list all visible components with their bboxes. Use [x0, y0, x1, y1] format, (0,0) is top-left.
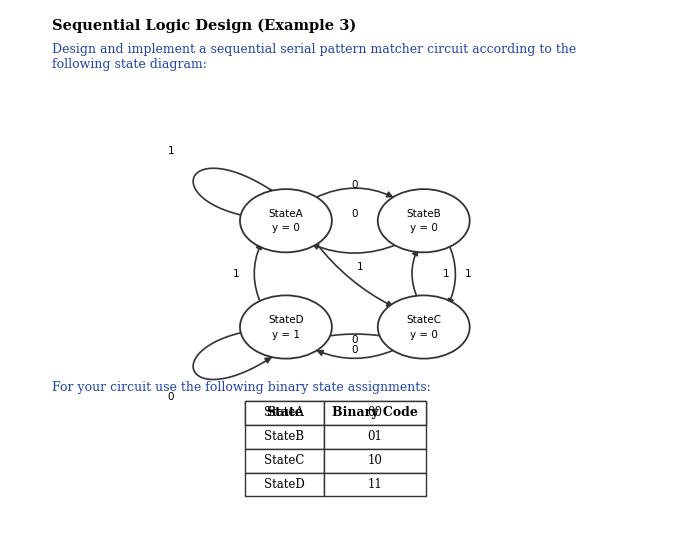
Text: StateA: StateA [269, 209, 303, 219]
FancyArrowPatch shape [448, 242, 455, 304]
Ellipse shape [240, 295, 332, 359]
Text: StateC: StateC [407, 316, 441, 325]
Text: Binary Code: Binary Code [332, 406, 418, 419]
Text: 0: 0 [351, 180, 358, 190]
Text: 1: 1 [357, 262, 364, 272]
Text: y = 0: y = 0 [410, 330, 438, 340]
Text: StateC: StateC [264, 454, 305, 467]
Bar [324, 401, 426, 425]
Bar [245, 401, 324, 425]
FancyArrowPatch shape [316, 188, 392, 197]
Bar [324, 449, 426, 473]
FancyArrowPatch shape [318, 350, 393, 359]
Bar [245, 401, 324, 425]
Text: StateD: StateD [268, 316, 304, 325]
Text: y = 1: y = 1 [272, 330, 300, 340]
Text: 1: 1 [232, 269, 239, 279]
Text: State: State [266, 406, 302, 419]
Text: 0: 0 [351, 345, 358, 355]
Text: 0: 0 [351, 335, 358, 344]
Ellipse shape [378, 295, 470, 359]
FancyArrowPatch shape [254, 244, 262, 306]
FancyArrowPatch shape [315, 242, 392, 306]
Bar [324, 401, 426, 425]
FancyArrowPatch shape [313, 244, 398, 253]
FancyArrowPatch shape [412, 250, 418, 299]
Text: StateD: StateD [264, 478, 305, 491]
Text: StateA: StateA [265, 406, 304, 419]
Bar [245, 425, 324, 449]
Text: 01: 01 [367, 430, 382, 443]
Text: 0: 0 [168, 391, 174, 402]
Ellipse shape [240, 189, 332, 252]
Text: StateB: StateB [407, 209, 441, 219]
Bar [245, 449, 324, 473]
Text: 1: 1 [465, 269, 472, 279]
Text: 11: 11 [367, 478, 382, 491]
Ellipse shape [378, 189, 470, 252]
Text: y = 0: y = 0 [410, 223, 438, 233]
Text: 10: 10 [367, 454, 382, 467]
Bar [245, 473, 324, 496]
Text: 00: 00 [367, 406, 382, 419]
Bar [324, 473, 426, 496]
Text: StateB: StateB [264, 430, 305, 443]
Text: Sequential Logic Design (Example 3): Sequential Logic Design (Example 3) [52, 19, 356, 33]
Text: 0: 0 [351, 209, 358, 219]
Bar [324, 425, 426, 449]
Text: 1: 1 [167, 146, 174, 156]
Text: 1: 1 [443, 269, 450, 279]
Text: Design and implement a sequential serial pattern matcher circuit according to th: Design and implement a sequential serial… [52, 43, 576, 56]
Text: For your circuit use the following binary state assignments:: For your circuit use the following binar… [52, 382, 431, 395]
Text: y = 0: y = 0 [272, 223, 300, 233]
Text: following state diagram:: following state diagram: [52, 58, 207, 71]
FancyArrowPatch shape [311, 334, 396, 340]
